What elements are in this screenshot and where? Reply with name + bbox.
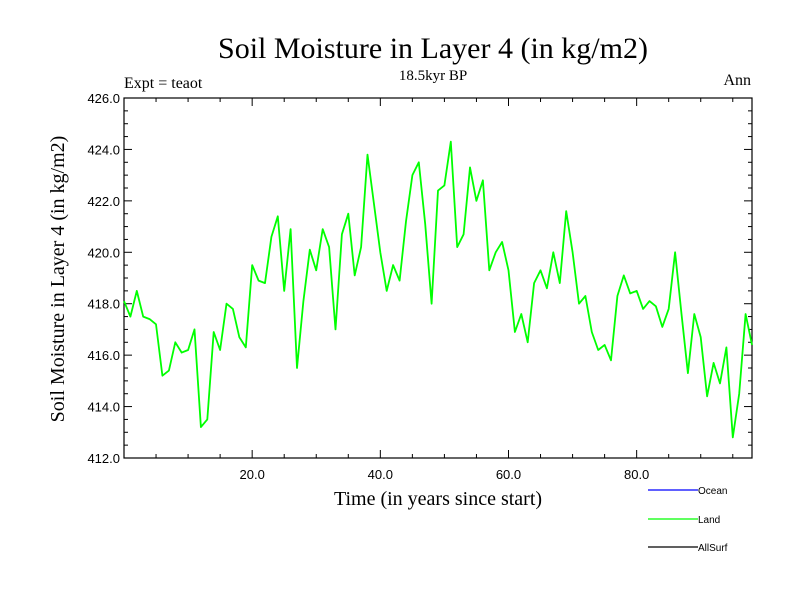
legend-label-allsurf: AllSurf — [698, 543, 728, 554]
x-tick-label: 40.0 — [368, 467, 393, 482]
period-label: Ann — [723, 72, 751, 89]
y-tick-label: 422.0 — [87, 194, 120, 209]
y-tick-label: 416.0 — [87, 348, 120, 363]
x-tick-label: 20.0 — [240, 467, 265, 482]
y-tick-label: 426.0 — [87, 91, 120, 106]
x-tick-label: 80.0 — [624, 467, 649, 482]
legend-label-land: Land — [698, 515, 720, 526]
plot-frame — [123, 97, 753, 459]
experiment-label: Expt = teaot — [124, 75, 203, 92]
x-tick-label: 60.0 — [496, 467, 521, 482]
y-tick-label: 424.0 — [87, 142, 120, 157]
legend: Ocean Land AllSurf — [648, 486, 728, 554]
y-axis-label: Soil Moisture in Layer 4 (in kg/m2) — [47, 136, 69, 423]
x-axis-label: Time (in years since start) — [334, 488, 542, 510]
axis-tick-labels: 412.0 414.0 416.0 418.0 420.0 422.0 424.0 426.0… — [87, 91, 649, 482]
y-tick-label: 420.0 — [87, 245, 120, 260]
series-line-land — [123, 140, 753, 439]
legend-label-ocean: Ocean — [698, 486, 727, 497]
chart-title: Soil Moisture in Layer 4 (in kg/m2) — [218, 32, 648, 65]
chart-subtitle: 18.5kyr BP — [399, 68, 467, 84]
y-tick-label: 412.0 — [87, 451, 120, 466]
y-tick-label: 418.0 — [87, 297, 120, 312]
axis-ticks — [123, 97, 752, 459]
series-layer — [123, 140, 753, 439]
y-tick-label: 414.0 — [87, 400, 120, 415]
